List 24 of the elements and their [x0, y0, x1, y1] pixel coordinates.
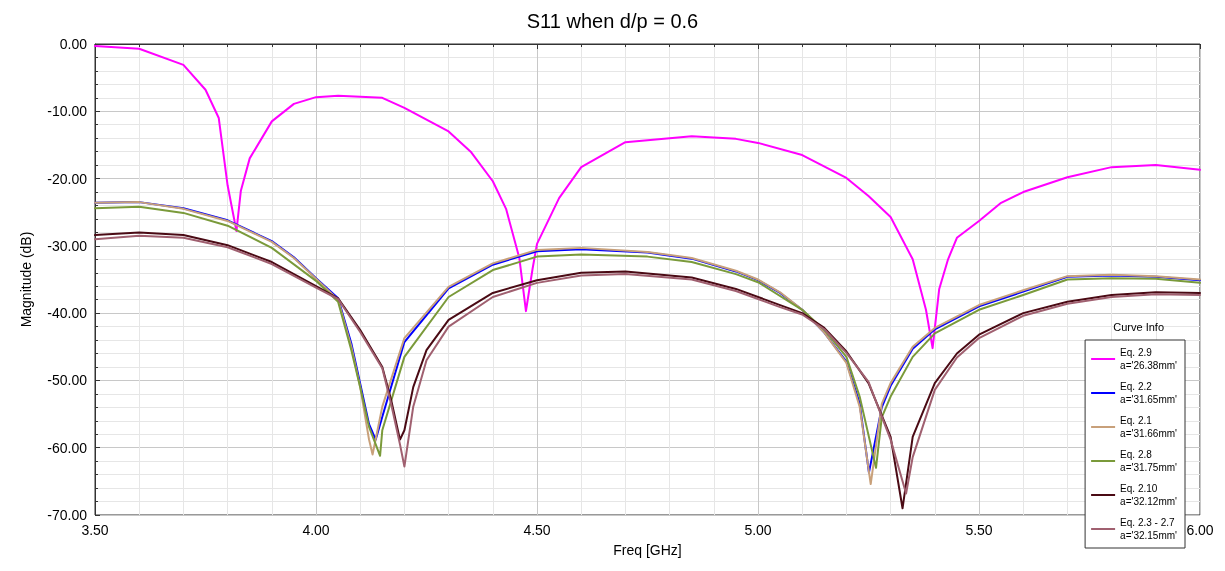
- legend-label: Eq. 2.9 a='26.38mm': [1120, 347, 1178, 371]
- x-tick-label: 4.00: [302, 522, 330, 538]
- y-tick-label: -40.00: [47, 305, 88, 322]
- legend-title: Curve Info: [1113, 320, 1164, 333]
- y-tick-label: -70.00: [47, 507, 88, 523]
- y-tick-label: -30.00: [47, 237, 88, 254]
- y-axis-title: Magnitude (dB): [18, 231, 34, 328]
- x-tick-label: 4.50: [523, 522, 551, 538]
- y-tick-label: -50.00: [47, 372, 88, 389]
- y-tick-label: -60.00: [47, 439, 88, 456]
- legend-label: Eq. 2.3 - 2.7 a='32.15mm': [1120, 517, 1178, 541]
- legend-label: Eq. 2.1 a='31.66mm': [1120, 415, 1178, 439]
- x-tick-label: 6.00: [1186, 522, 1214, 538]
- y-tick-label: -10.00: [47, 103, 88, 120]
- legend-label: Eq. 2.10 a='32.12mm': [1120, 483, 1178, 507]
- x-tick-label: 5.50: [965, 522, 993, 538]
- x-tick-label: 3.50: [81, 522, 109, 538]
- legend-label: Eq. 2.2 a='31.65mm': [1120, 381, 1178, 405]
- legend-label: Eq. 2.8 a='31.75mm': [1120, 449, 1178, 473]
- chart-title: S11 when d/p = 0.6: [526, 10, 699, 32]
- x-axis-title: Freq [GHz]: [613, 542, 682, 558]
- y-tick-label: -20.00: [47, 170, 88, 187]
- x-tick-label: 5.00: [744, 522, 772, 538]
- y-tick-label: 0.00: [59, 36, 88, 52]
